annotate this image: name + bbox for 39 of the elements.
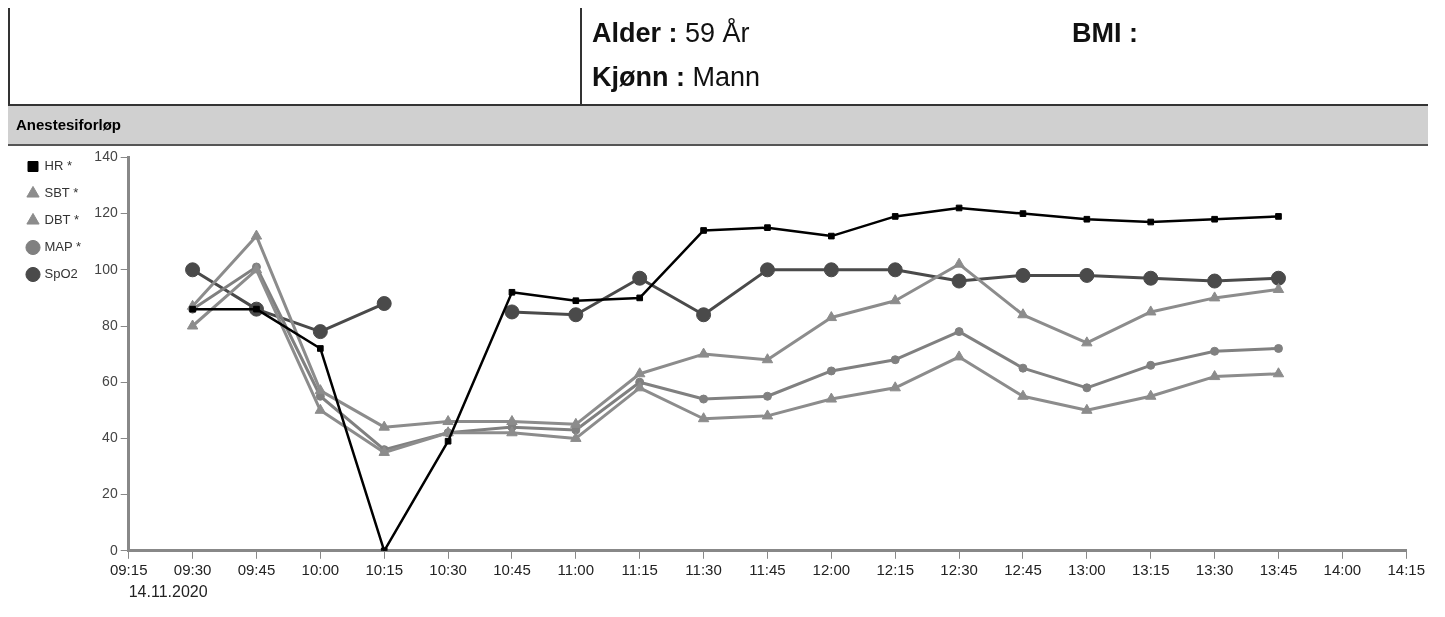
x-tick-label: 13:45: [1259, 560, 1298, 578]
y-tick-label: 40: [102, 429, 118, 446]
y-tick-label: 60: [102, 373, 118, 390]
y-tick-label: 100: [94, 260, 118, 277]
legend-label: DBT *: [44, 212, 79, 228]
x-tick-label: 13:15: [1131, 560, 1170, 578]
x-tick-label: 09:30: [173, 560, 212, 578]
legend-label: MAP *: [44, 239, 82, 255]
x-tick-label: 09:15: [109, 560, 148, 578]
x-tick-label: 12:15: [876, 560, 914, 578]
legend-label: HR *: [44, 158, 72, 174]
x-axis-title: 14.11.2020: [128, 582, 208, 600]
x-tick-label: 11:00: [557, 560, 595, 578]
x-tick-label: 13:30: [1195, 560, 1234, 578]
x-tick-label: 12:30: [940, 560, 978, 578]
x-tick-label: 10:15: [365, 560, 403, 578]
x-tick-label: 10:30: [429, 560, 467, 578]
y-tick-label: 0: [109, 541, 118, 558]
x-tick-label: 11:15: [621, 560, 658, 578]
x-tick-label: 13:00: [1068, 560, 1106, 578]
text: Kjønn : Mann: [592, 61, 762, 94]
x-tick-label: 12:45: [1004, 560, 1042, 578]
x-tick-label: 14:15: [1387, 560, 1426, 578]
x-tick-label: 14:00: [1323, 560, 1362, 578]
legend-label: SBT *: [44, 185, 79, 201]
chart-title: Anestesiforløp: [8, 104, 1428, 146]
x-tick-label: 12:00: [812, 560, 851, 578]
text: BMI :: [1072, 18, 1138, 48]
y-tick-label: 140: [94, 148, 118, 165]
y-tick-label: 20: [102, 485, 118, 502]
text: Alder : 59 År: [592, 17, 751, 50]
x-tick-label: 10:45: [493, 560, 531, 578]
x-tick-label: 09:45: [237, 560, 276, 578]
x-tick-label: 11:45: [749, 560, 786, 578]
y-tick-label: 80: [102, 316, 118, 333]
legend-label: SpO2: [44, 266, 78, 282]
x-tick-label: 10:00: [301, 560, 340, 578]
y-tick-label: 120: [94, 204, 118, 221]
x-tick-label: 11:30: [685, 560, 722, 578]
